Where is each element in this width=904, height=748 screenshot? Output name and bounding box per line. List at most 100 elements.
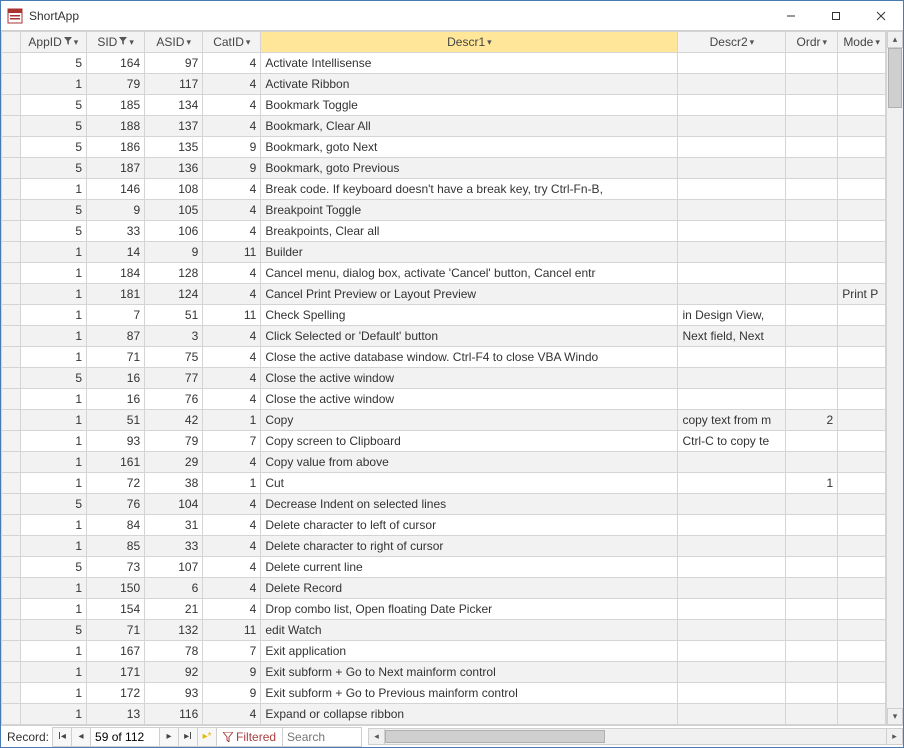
filter-indicator[interactable]: Filtered — [216, 727, 283, 747]
cell-mode[interactable] — [838, 158, 886, 179]
select-all-cell[interactable] — [2, 32, 21, 53]
cell-mode[interactable] — [838, 305, 886, 326]
table-row[interactable]: 11841284Cancel menu, dialog box, activat… — [2, 263, 886, 284]
cell-catid[interactable]: 4 — [203, 74, 261, 95]
cell-descr2[interactable] — [678, 452, 786, 473]
row-selector[interactable] — [2, 704, 21, 725]
cell-mode[interactable] — [838, 641, 886, 662]
cell-descr2[interactable] — [678, 599, 786, 620]
cell-descr1[interactable]: Click Selected or 'Default' button — [261, 326, 678, 347]
cell-asid[interactable]: 105 — [145, 200, 203, 221]
cell-catid[interactable]: 4 — [203, 515, 261, 536]
row-selector[interactable] — [2, 200, 21, 221]
table-row[interactable]: 18734Click Selected or 'Default' buttonN… — [2, 326, 886, 347]
data-grid[interactable]: AppID▾SID▾ASID▾CatID▾Descr1▾Descr2▾Ordr▾… — [1, 31, 886, 725]
cell-sid[interactable]: 84 — [87, 515, 145, 536]
cell-descr2[interactable] — [678, 221, 786, 242]
row-selector[interactable] — [2, 641, 21, 662]
cell-descr2[interactable] — [678, 116, 786, 137]
cell-appid[interactable]: 5 — [20, 137, 86, 158]
cell-ordr[interactable] — [786, 263, 838, 284]
cell-mode[interactable] — [838, 515, 886, 536]
cell-ordr[interactable] — [786, 179, 838, 200]
cell-asid[interactable]: 76 — [145, 389, 203, 410]
cell-mode[interactable] — [838, 389, 886, 410]
cell-mode[interactable] — [838, 347, 886, 368]
table-row[interactable]: 1131164Expand or collapse ribbon — [2, 704, 886, 725]
cell-sid[interactable]: 16 — [87, 389, 145, 410]
cell-appid[interactable]: 1 — [20, 599, 86, 620]
cell-sid[interactable]: 73 — [87, 557, 145, 578]
cell-mode[interactable] — [838, 263, 886, 284]
cell-mode[interactable] — [838, 410, 886, 431]
cell-ordr[interactable] — [786, 683, 838, 704]
cell-descr2[interactable] — [678, 578, 786, 599]
cell-descr1[interactable]: Cancel menu, dialog box, activate 'Cance… — [261, 263, 678, 284]
row-selector[interactable] — [2, 515, 21, 536]
cell-descr1[interactable]: Bookmark, goto Previous — [261, 158, 678, 179]
cell-mode[interactable] — [838, 683, 886, 704]
hscroll-thumb[interactable] — [385, 730, 605, 743]
cell-sid[interactable]: 9 — [87, 200, 145, 221]
cell-catid[interactable]: 11 — [203, 305, 261, 326]
cell-appid[interactable]: 1 — [20, 326, 86, 347]
scroll-down-button[interactable]: ▾ — [887, 708, 903, 725]
cell-appid[interactable]: 5 — [20, 620, 86, 641]
cell-asid[interactable]: 9 — [145, 242, 203, 263]
cell-ordr[interactable] — [786, 74, 838, 95]
cell-catid[interactable]: 7 — [203, 431, 261, 452]
cell-mode[interactable] — [838, 557, 886, 578]
cell-sid[interactable]: 7 — [87, 305, 145, 326]
cell-descr1[interactable]: Cut — [261, 473, 678, 494]
row-selector[interactable] — [2, 431, 21, 452]
scroll-right-button[interactable]: ▸ — [886, 728, 903, 745]
cell-ordr[interactable] — [786, 95, 838, 116]
row-selector[interactable] — [2, 599, 21, 620]
table-row[interactable]: 1791174Activate Ribbon — [2, 74, 886, 95]
cell-mode[interactable]: Print P — [838, 284, 886, 305]
cell-descr2[interactable] — [678, 347, 786, 368]
cell-catid[interactable]: 4 — [203, 95, 261, 116]
cell-descr1[interactable]: Bookmark, goto Next — [261, 137, 678, 158]
cell-catid[interactable]: 7 — [203, 641, 261, 662]
cell-mode[interactable] — [838, 137, 886, 158]
cell-mode[interactable] — [838, 368, 886, 389]
cell-appid[interactable]: 1 — [20, 641, 86, 662]
cell-descr1[interactable]: Cancel Print Preview or Layout Preview — [261, 284, 678, 305]
table-row[interactable]: 591054Breakpoint Toggle — [2, 200, 886, 221]
cell-asid[interactable]: 42 — [145, 410, 203, 431]
cell-asid[interactable]: 78 — [145, 641, 203, 662]
prev-record-button[interactable]: ◂ — [71, 727, 91, 747]
cell-asid[interactable]: 6 — [145, 578, 203, 599]
cell-sid[interactable]: 76 — [87, 494, 145, 515]
row-selector[interactable] — [2, 452, 21, 473]
cell-asid[interactable]: 33 — [145, 536, 203, 557]
row-selector[interactable] — [2, 683, 21, 704]
cell-catid[interactable]: 1 — [203, 473, 261, 494]
cell-sid[interactable]: 33 — [87, 221, 145, 242]
cell-sid[interactable]: 184 — [87, 263, 145, 284]
row-selector[interactable] — [2, 620, 21, 641]
scroll-left-button[interactable]: ◂ — [368, 728, 385, 745]
cell-catid[interactable]: 4 — [203, 263, 261, 284]
row-selector[interactable] — [2, 326, 21, 347]
cell-sid[interactable]: 185 — [87, 95, 145, 116]
column-header-appid[interactable]: AppID▾ — [20, 32, 86, 53]
record-position-input[interactable] — [90, 727, 160, 747]
cell-appid[interactable]: 1 — [20, 389, 86, 410]
cell-appid[interactable]: 5 — [20, 200, 86, 221]
cell-catid[interactable]: 9 — [203, 662, 261, 683]
cell-asid[interactable]: 92 — [145, 662, 203, 683]
cell-descr1[interactable]: Drop combo list, Open floating Date Pick… — [261, 599, 678, 620]
cell-catid[interactable]: 4 — [203, 284, 261, 305]
cell-ordr[interactable]: 2 — [786, 410, 838, 431]
table-row[interactable]: 51871369Bookmark, goto Previous — [2, 158, 886, 179]
row-selector[interactable] — [2, 158, 21, 179]
cell-descr2[interactable] — [678, 620, 786, 641]
cell-appid[interactable]: 1 — [20, 179, 86, 200]
column-header-asid[interactable]: ASID▾ — [145, 32, 203, 53]
column-header-catid[interactable]: CatID▾ — [203, 32, 261, 53]
cell-asid[interactable]: 135 — [145, 137, 203, 158]
cell-asid[interactable]: 134 — [145, 95, 203, 116]
cell-descr2[interactable] — [678, 284, 786, 305]
